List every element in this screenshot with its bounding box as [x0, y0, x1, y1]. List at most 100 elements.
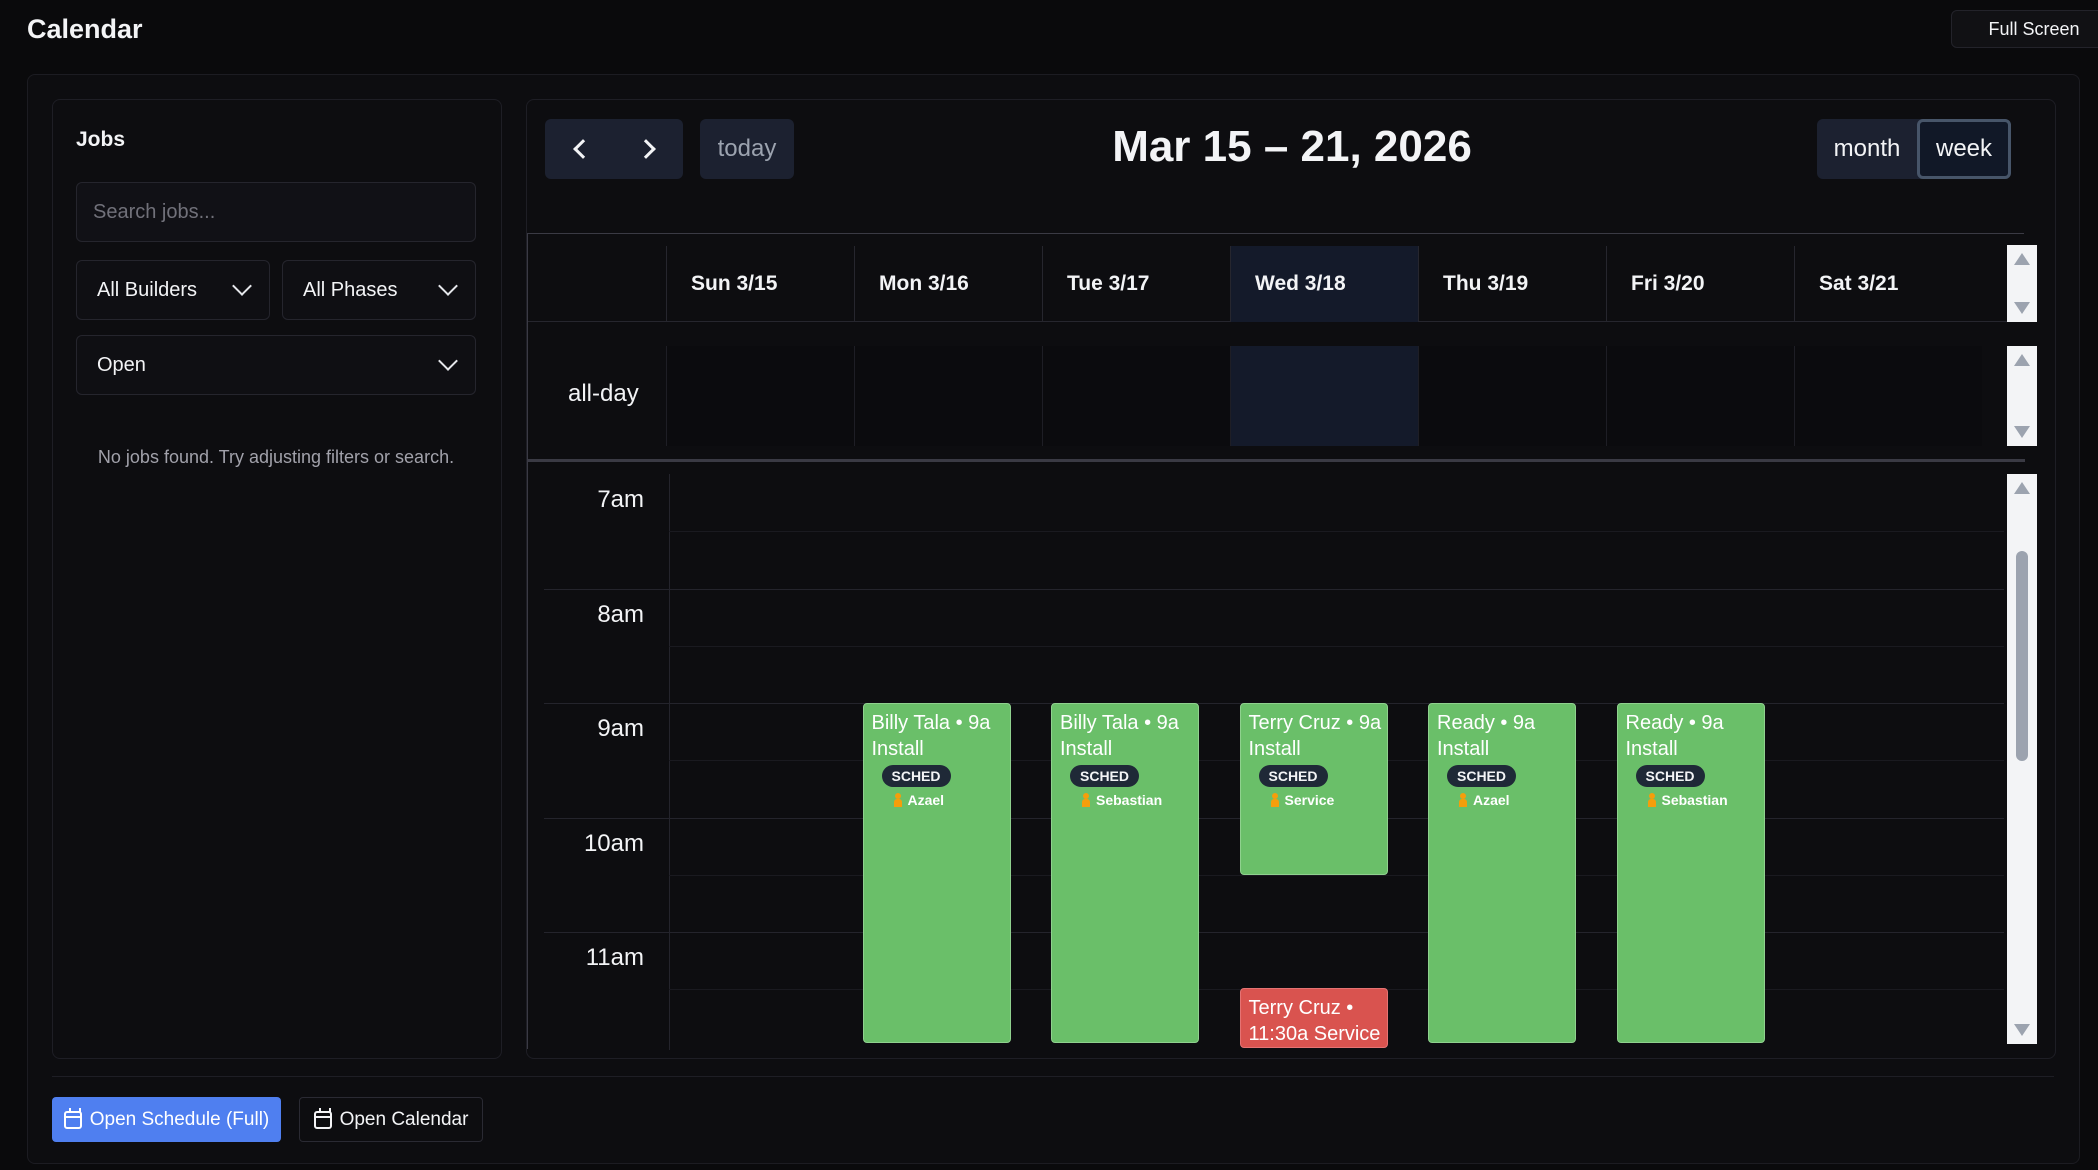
assignee-name: Service — [1284, 792, 1335, 808]
all-day-label: all-day — [568, 380, 639, 407]
header-scrollbar[interactable] — [2007, 245, 2037, 322]
hour-line — [544, 932, 2004, 933]
all-day-cell[interactable] — [666, 346, 854, 446]
next-week-button[interactable] — [614, 119, 683, 179]
scroll-down-icon[interactable] — [2014, 302, 2030, 314]
calendar-event[interactable]: Terry Cruz • 11:30a Service — [1239, 988, 1388, 1048]
all-day-cell[interactable] — [1794, 346, 1982, 446]
calendar-event[interactable]: Billy Tala • 9a Install SCHED Azael — [862, 703, 1011, 1043]
chevron-down-icon — [438, 276, 458, 296]
jobs-title: Jobs — [76, 128, 126, 151]
scroll-up-icon[interactable] — [2014, 354, 2030, 366]
day-header[interactable]: Wed 3/18 — [1230, 246, 1418, 322]
hour-line — [544, 588, 2004, 590]
open-calendar-button[interactable]: Open Calendar — [299, 1097, 483, 1142]
day-header[interactable]: Mon 3/16 — [854, 246, 1042, 322]
week-view-button[interactable]: week — [1917, 119, 2011, 179]
full-screen-button[interactable]: Full Screen — [1951, 10, 2098, 48]
chevron-down-icon — [438, 351, 458, 371]
calendar-event[interactable]: Terry Cruz • 9a Install SCHED Service — [1239, 703, 1388, 875]
day-header[interactable]: Sat 3/21 — [1794, 246, 1982, 322]
calendar-event[interactable]: Billy Tala • 9a Install SCHED Sebastian — [1051, 703, 1199, 1043]
calendar-event[interactable]: Ready • 9a Install SCHED Sebastian — [1616, 703, 1765, 1043]
calendar-icon — [63, 1107, 82, 1129]
scroll-up-icon[interactable] — [2014, 253, 2030, 265]
time-grid-scrollbar[interactable] — [2007, 474, 2037, 1044]
event-assignee: Service — [1270, 790, 1379, 810]
scroll-down-icon[interactable] — [2014, 1024, 2030, 1036]
person-icon — [1270, 793, 1279, 807]
half-hour-line — [669, 531, 2004, 533]
open-schedule-button[interactable]: Open Schedule (Full) — [52, 1097, 281, 1142]
person-icon — [893, 793, 902, 807]
open-schedule-label: Open Schedule (Full) — [89, 1108, 270, 1130]
time-label: 7am — [597, 486, 644, 513]
page-title: Calendar — [27, 14, 143, 44]
status-badge: SCHED — [1447, 765, 1517, 787]
builder-filter-value: All Builders — [97, 278, 198, 301]
scroll-down-icon[interactable] — [2014, 426, 2030, 438]
phase-filter-select[interactable]: All Phases — [282, 260, 476, 320]
chevron-right-icon — [635, 139, 656, 159]
all-day-cell[interactable] — [1418, 346, 1606, 446]
person-icon — [1459, 793, 1467, 807]
all-day-scrollbar[interactable] — [2007, 346, 2037, 446]
all-day-cell[interactable] — [1042, 346, 1230, 446]
phase-filter-value: All Phases — [303, 278, 398, 301]
event-subtitle: Install — [1248, 738, 1301, 760]
all-day-cell[interactable] — [1606, 346, 1794, 446]
day-header[interactable]: Tue 3/17 — [1042, 246, 1230, 322]
calendar-event[interactable]: Ready • 9a Install SCHED Azael — [1428, 703, 1576, 1043]
search-jobs-input[interactable] — [76, 182, 476, 242]
all-day-cell[interactable] — [854, 346, 1042, 446]
event-assignee: Azael — [1459, 790, 1567, 810]
nav-button-group — [545, 119, 683, 179]
empty-jobs-message: No jobs found. Try adjusting filters or … — [97, 447, 455, 467]
event-title: Ready • 9a — [1625, 712, 1724, 734]
calendar-icon — [313, 1107, 332, 1129]
event-subtitle: Install — [871, 738, 924, 760]
builder-filter-select[interactable]: All Builders — [76, 260, 270, 320]
month-view-button[interactable]: month — [1833, 135, 1901, 162]
event-assignee: Sebastian — [1082, 790, 1190, 810]
time-label: 11am — [585, 944, 644, 971]
scroll-up-icon[interactable] — [2014, 482, 2030, 494]
all-day-row: all-day — [528, 346, 2025, 446]
scroll-thumb[interactable] — [2016, 551, 2028, 761]
status-filter-select[interactable]: Open — [76, 335, 476, 395]
day-header[interactable]: Fri 3/20 — [1606, 246, 1794, 322]
event-title: Ready • 9a — [1437, 712, 1536, 734]
calendar-panel: today Mar 15 – 21, 2026 month week Sun 3… — [526, 99, 2056, 1059]
event-subtitle: Install — [1437, 738, 1490, 760]
person-icon — [1082, 793, 1090, 807]
day-header-row: Sun 3/15 Mon 3/16 Tue 3/17 Wed 3/18 Thu 3/19… — [528, 234, 2025, 322]
assignee-name: Sebastian — [1661, 792, 1728, 808]
day-header[interactable]: Thu 3/19 — [1418, 246, 1606, 322]
event-title: Billy Tala • 9a — [1060, 712, 1179, 734]
prev-week-button[interactable] — [545, 119, 614, 179]
status-filter-value: Open — [97, 353, 146, 376]
today-button[interactable]: today — [700, 119, 794, 179]
all-day-cell[interactable] — [1230, 346, 1418, 446]
status-badge: SCHED — [1258, 765, 1328, 787]
assignee-name: Azael — [1473, 792, 1510, 808]
chevron-down-icon — [232, 276, 252, 296]
event-title: Terry Cruz • 9a — [1248, 712, 1382, 734]
half-hour-line — [669, 874, 2004, 876]
assignee-name: Sebastian — [1096, 792, 1163, 808]
event-assignee: Azael — [893, 790, 1002, 810]
view-toggle-group: month week — [1817, 119, 2011, 179]
event-subtitle: 11:30a Service — [1248, 1023, 1381, 1045]
event-assignee: Sebastian — [1647, 790, 1756, 810]
day-header[interactable]: Sun 3/15 — [666, 246, 854, 322]
person-icon — [1647, 793, 1656, 807]
event-subtitle: Install — [1060, 738, 1113, 760]
all-day-divider — [528, 459, 2025, 462]
open-calendar-label: Open Calendar — [339, 1108, 469, 1130]
event-title: Billy Tala • 9a — [871, 712, 991, 734]
time-label: 10am — [583, 829, 644, 857]
chevron-left-icon — [572, 139, 593, 159]
time-column-separator — [669, 474, 670, 1050]
time-grid: 7am 8am 9am 10am 11am Billy Tala • 9a Install S… — [544, 474, 2004, 1050]
status-badge: SCHED — [1635, 765, 1705, 787]
